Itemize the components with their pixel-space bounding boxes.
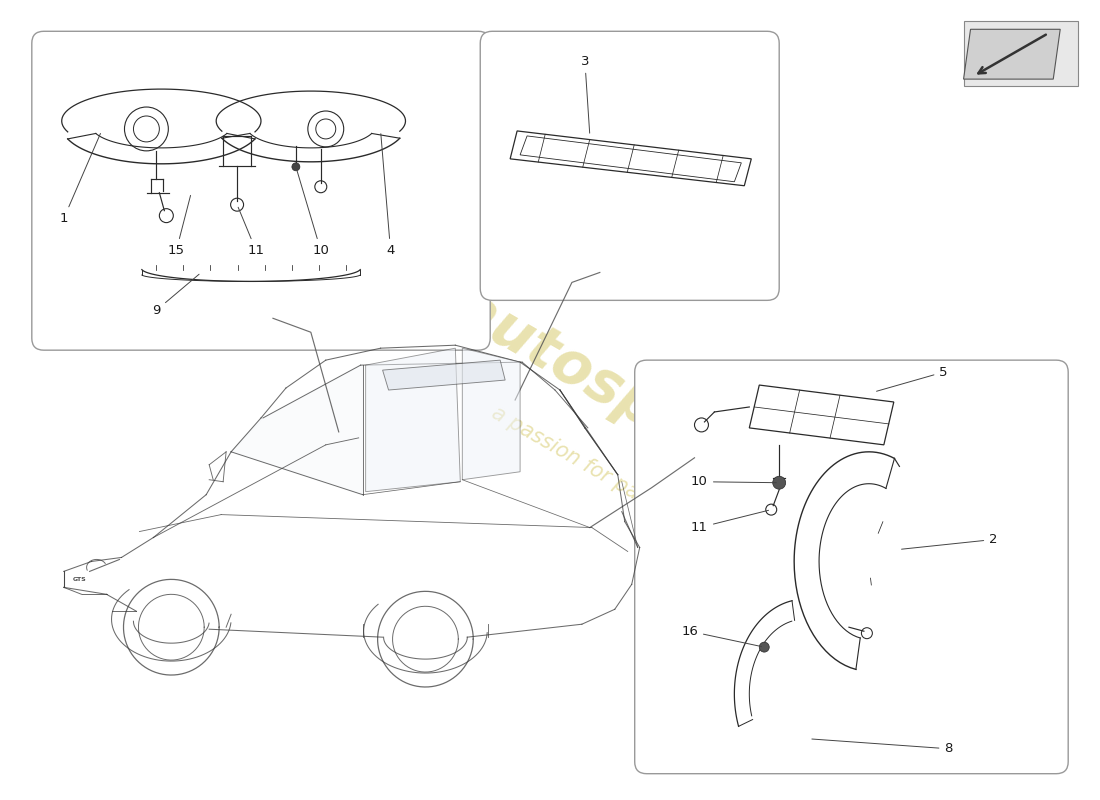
Text: 15: 15: [168, 195, 190, 257]
Text: 10: 10: [691, 475, 777, 488]
Text: 5: 5: [877, 366, 948, 391]
Circle shape: [292, 163, 300, 170]
Text: 2: 2: [902, 533, 998, 549]
Text: 10: 10: [297, 170, 329, 257]
Text: 1: 1: [59, 134, 100, 225]
FancyBboxPatch shape: [481, 31, 779, 300]
Text: 9: 9: [152, 274, 199, 317]
Polygon shape: [231, 365, 363, 494]
Text: 4: 4: [381, 134, 395, 257]
Text: autospares: autospares: [447, 278, 793, 512]
Polygon shape: [383, 360, 505, 390]
Text: 11: 11: [239, 207, 264, 257]
Text: GTS: GTS: [73, 577, 87, 582]
Circle shape: [772, 476, 785, 489]
Polygon shape: [462, 348, 520, 480]
Text: 8: 8: [812, 739, 953, 755]
Text: 16: 16: [681, 625, 761, 646]
Polygon shape: [365, 348, 460, 492]
Circle shape: [759, 642, 769, 652]
Polygon shape: [964, 30, 1060, 79]
FancyBboxPatch shape: [964, 22, 1078, 86]
Text: 3: 3: [581, 54, 590, 133]
FancyBboxPatch shape: [635, 360, 1068, 774]
Text: a passion for parts since 1985: a passion for parts since 1985: [488, 402, 771, 577]
Text: 11: 11: [691, 510, 769, 534]
FancyBboxPatch shape: [32, 31, 491, 350]
